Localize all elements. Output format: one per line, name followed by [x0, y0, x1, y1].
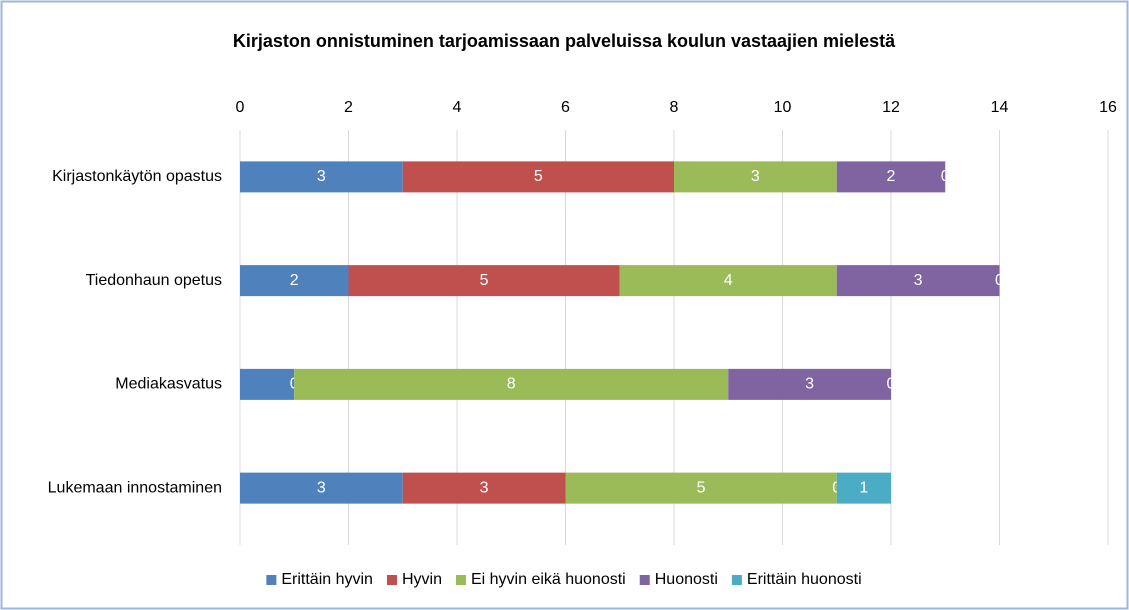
data-label: 2	[887, 168, 896, 185]
bar-segment	[240, 161, 403, 193]
bar-segment	[294, 368, 729, 400]
data-label: 1	[859, 479, 868, 496]
data-label: 5	[534, 168, 543, 185]
x-tick-label: 16	[1099, 99, 1117, 116]
x-tick-label: 6	[561, 99, 570, 116]
data-label: 3	[914, 272, 923, 289]
x-tick-label: 2	[344, 99, 353, 116]
bar-segment	[240, 368, 295, 400]
data-label: 3	[317, 479, 326, 496]
y-tick-label: Kirjastonkäytön opastus	[52, 168, 222, 185]
legend-label: Ei hyvin eikä huonosti	[471, 571, 626, 588]
data-label: 0	[887, 376, 896, 393]
data-label: 5	[480, 272, 489, 289]
legend-label: Hyvin	[402, 571, 442, 588]
data-label: 0	[941, 168, 950, 185]
x-tick-label: 0	[236, 99, 245, 116]
legend-label: Erittäin hyvin	[281, 571, 373, 588]
data-label: 5	[697, 479, 706, 496]
legend-swatch	[386, 575, 397, 585]
legend-swatch	[266, 575, 277, 585]
data-label: 2	[290, 272, 299, 289]
data-label: 8	[507, 376, 516, 393]
y-tick-label: Lukemaan innostaminen	[48, 479, 222, 496]
y-tick-label: Mediakasvatus	[115, 376, 222, 393]
bar-segment	[565, 472, 837, 504]
chart-title: Kirjaston onnistuminen tarjoamissaan pal…	[233, 31, 896, 51]
bar-segment	[674, 161, 837, 193]
x-tick-label: 14	[991, 99, 1009, 116]
data-label: 3	[805, 376, 814, 393]
x-tick-label: 8	[670, 99, 679, 116]
bar-segment	[836, 472, 891, 504]
legend-swatch	[455, 575, 466, 585]
data-label: 0	[995, 272, 1004, 289]
legend-swatch	[731, 575, 742, 585]
data-label: 3	[480, 479, 489, 496]
data-label: 3	[751, 168, 760, 185]
bar-segment	[240, 472, 403, 504]
x-tick-label: 10	[774, 99, 792, 116]
bar-segment	[728, 368, 891, 400]
bar-segment	[619, 265, 837, 297]
bar-segment	[836, 265, 1000, 297]
data-label: 4	[724, 272, 733, 289]
x-tick-label: 12	[882, 99, 900, 116]
legend-label: Huonosti	[655, 571, 718, 588]
bar-segment	[348, 265, 620, 297]
bar-segment	[240, 265, 349, 297]
y-tick-label: Tiedonhaun opetus	[86, 272, 222, 289]
legend-label: Erittäin huonosti	[747, 571, 862, 588]
data-label: 3	[317, 168, 326, 185]
legend-swatch	[639, 575, 650, 585]
x-tick-label: 4	[453, 99, 462, 116]
bar-segment	[402, 472, 566, 504]
bar-segment	[836, 161, 946, 193]
bar-segment	[402, 161, 674, 193]
